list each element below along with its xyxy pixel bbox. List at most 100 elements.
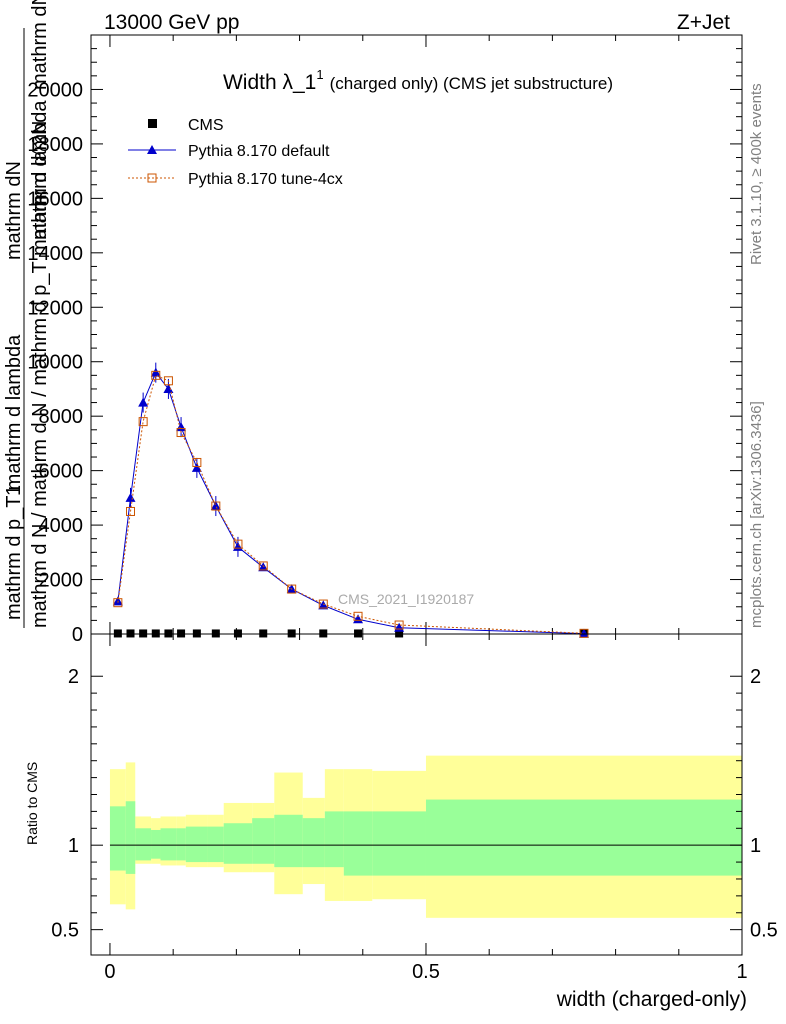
ratio-panel: 0 0.5 10.5 0.51 12 2	[51, 634, 778, 983]
legend: CMS Pythia 8.170 default Pythia 8.170 tu…	[128, 117, 343, 188]
ylabel-inner-den: mathrm dN / mathrm d p_T	[29, 0, 51, 90]
data-point-cms	[164, 629, 173, 638]
ylabel-one: 1	[3, 485, 25, 496]
x-tick-label: 0	[104, 961, 115, 983]
data-point-cms	[177, 629, 186, 638]
ratio-frame	[90, 633, 743, 956]
data-point-cms	[151, 629, 160, 638]
band-1sigma-bin	[274, 814, 303, 868]
data-point-cms	[113, 629, 122, 638]
band-1sigma-bin	[160, 828, 177, 861]
x-tick-label: 1	[736, 961, 747, 983]
data-point-tune	[233, 539, 243, 549]
y-tick-label: 6000	[39, 461, 84, 483]
band-1sigma-bin	[185, 826, 208, 863]
data-point-default	[191, 462, 202, 472]
data-point-cms	[287, 629, 296, 638]
data-point-default	[258, 562, 269, 572]
y-tick-label: 18000	[27, 134, 83, 156]
data-point-tune	[176, 428, 186, 438]
y-tick-label: 10000	[27, 352, 83, 374]
data-point-tune	[138, 417, 148, 427]
data-point-tune	[318, 599, 328, 609]
data-point-default	[125, 492, 136, 502]
data-point-tune	[113, 598, 123, 608]
data-point-default	[318, 600, 329, 610]
data-point-tune	[151, 370, 161, 380]
main-ylabel: 1 mathrm dN mathrm d^2N mathrm d N / mat…	[3, 0, 51, 628]
mcplots-label: mcplots.cern.ch [arXiv:1306.3436]	[748, 401, 765, 628]
ratio-y-tick-label: 0.5	[51, 920, 79, 942]
data-point-cms	[395, 629, 404, 638]
data-point-cms	[259, 629, 268, 638]
legend-marker-tune	[147, 173, 157, 183]
data-point-tune	[211, 501, 221, 511]
band-1sigma-bin	[425, 799, 742, 876]
data-point-tune	[192, 457, 202, 467]
data-point-cms	[126, 629, 135, 638]
main-panel: 0 2000 4000 6000 8000 10000 12000 14000 16000 180…	[27, 35, 743, 646]
y-tick-label: 16000	[27, 188, 83, 210]
main-title-main: Width λ_1	[223, 71, 316, 94]
data-point-tune	[353, 611, 363, 621]
data-point-tune	[394, 620, 404, 630]
main-title: Width λ_11 (charged only) (CMS jet substr…	[223, 67, 613, 94]
ylabel-mid-den: mathrm d p_T mathrm d lambda	[3, 334, 25, 620]
data-point-default	[138, 397, 149, 407]
ylabel-mid-num: mathrm dN	[3, 161, 25, 260]
x-tick-label: 0.5	[412, 961, 440, 983]
y-tick-label: 8000	[39, 406, 84, 428]
data-point-tune	[579, 628, 589, 638]
y-tick-label: 0	[72, 624, 83, 646]
data-point-default	[163, 383, 174, 393]
band-1sigma-bin	[343, 811, 373, 876]
y-tick-label: 12000	[27, 297, 83, 319]
legend-marker-cms	[148, 119, 157, 128]
series-line-pythia-8-170-tune-4cx	[117, 374, 585, 634]
data-point-tune	[258, 561, 268, 571]
y-tick-label: 2000	[39, 570, 84, 592]
x-axis-label: width (charged-only)	[556, 988, 747, 1011]
ylabel-inner-num: mathrm d^2N	[29, 121, 51, 240]
watermark: CMS_2021_I1920187	[338, 591, 474, 607]
data-point-tune	[126, 506, 136, 516]
band-1sigma-bin	[252, 818, 275, 864]
y-tick-label: 20000	[27, 79, 83, 101]
band-1sigma-bin	[223, 823, 253, 864]
ratio-y-tick-label-right: 1	[750, 835, 761, 857]
y-tick-label: 14000	[27, 243, 83, 265]
rivet-label: Rivet 3.1.10, ≥ 400k events	[748, 83, 765, 265]
data-point-default	[150, 367, 161, 377]
band-1sigma-bin	[207, 826, 224, 863]
header-right: Z+Jet	[677, 11, 730, 34]
ylabel-side: mathrm d N / mathrm d N / mathrm d p_T m…	[29, 100, 51, 628]
ratio-y-tick-label: 1	[68, 835, 79, 857]
band-1sigma-bin	[151, 829, 161, 859]
ratio-y-tick-label-right: 0.5	[750, 920, 778, 942]
ratio-ylabel: Ratio to CMS	[24, 762, 40, 845]
main-title-sup: 1	[316, 67, 323, 82]
data-point-tune	[287, 584, 297, 594]
band-1sigma-bin	[302, 818, 325, 868]
legend-label-cms: CMS	[188, 117, 224, 134]
band-1sigma-bin	[372, 811, 426, 876]
y-tick-label: 4000	[39, 515, 84, 537]
data-point-default	[353, 614, 364, 624]
data-point-cms	[233, 629, 242, 638]
legend-marker-default	[147, 145, 157, 154]
data-point-tune	[163, 376, 173, 386]
band-1sigma-bin	[109, 806, 126, 871]
data-point-cms	[354, 629, 363, 638]
main-title-rest: (charged only) (CMS jet substructure)	[330, 74, 613, 93]
data-point-cms	[211, 629, 220, 638]
band-1sigma-bin	[324, 811, 344, 868]
data-point-cms	[139, 629, 148, 638]
band-1sigma-bin	[125, 801, 136, 874]
data-point-cms	[192, 629, 201, 638]
band-1sigma-bin	[135, 828, 152, 861]
legend-label-tune: Pythia 8.170 tune-4cx	[188, 171, 343, 188]
data-point-default	[210, 501, 221, 511]
ratio-y-tick-label-right: 2	[750, 666, 761, 688]
legend-label-default: Pythia 8.170 default	[188, 143, 330, 160]
